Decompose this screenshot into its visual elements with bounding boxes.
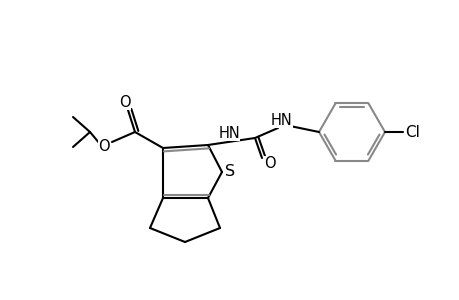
- Text: HN: HN: [218, 126, 240, 141]
- Text: S: S: [224, 164, 235, 179]
- Text: HN: HN: [270, 112, 292, 128]
- Text: O: O: [263, 155, 275, 170]
- Text: O: O: [98, 139, 110, 154]
- Text: Cl: Cl: [405, 124, 420, 140]
- Text: O: O: [119, 94, 130, 110]
